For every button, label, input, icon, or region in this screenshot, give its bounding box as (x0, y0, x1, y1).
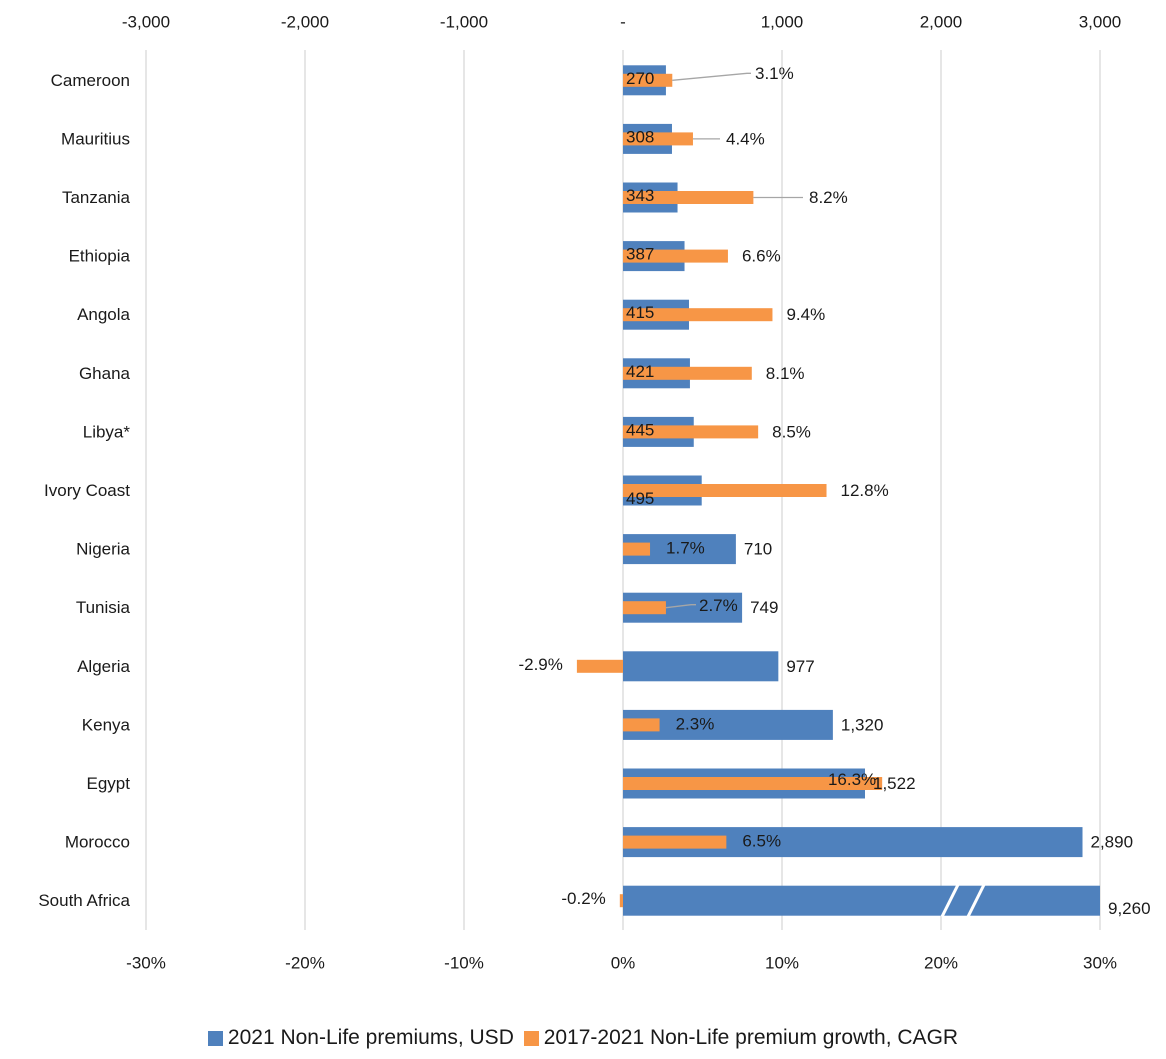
top-tick-label: -3,000 (122, 13, 170, 32)
data-labels: 270 3.1% 308 4.4% 343 8.2% 387 6.6% 415 9.4% 421 8.… (518, 64, 1150, 918)
premium-data-label: 270 (626, 69, 654, 88)
top-tick-label: 1,000 (761, 13, 804, 32)
growth-data-label: 1.7% (666, 539, 705, 558)
growth-bar (623, 484, 827, 497)
growth-bar (623, 73, 673, 87)
premium-data-label: 445 (626, 420, 654, 439)
category-label: Libya* (83, 422, 131, 441)
growth-bar (576, 659, 623, 673)
legend: 2021 Non-Life premiums, USD 2017-2021 No… (0, 1026, 1166, 1052)
top-tick-label: 2,000 (920, 13, 963, 32)
top-axis: -3,000 -2,000 -1,000-1,000 2,000 3,000 (122, 13, 1121, 32)
legend-label-premiums: 2021 Non-Life premiums, USD (227, 1026, 514, 1049)
premium-data-label: 710 (744, 540, 772, 559)
leader-line (665, 604, 696, 609)
premium-data-label: 387 (626, 245, 654, 264)
bottom-tick-label: 10% (765, 954, 799, 973)
legend-label-growth: 2017-2021 Non-Life premium growth, CAGR (543, 1026, 959, 1049)
bottom-tick-label: -20% (285, 954, 325, 973)
bottom-axis: -30% -20% -10% 0% 10% 20% 30% (126, 954, 1117, 973)
growth-bar (623, 366, 752, 380)
premium-bar (623, 651, 779, 682)
premium-bar (623, 885, 1100, 916)
category-label: Ivory Coast (44, 481, 130, 500)
growth-data-label: 12.8% (841, 481, 889, 500)
premium-data-label: 9,260 (1108, 899, 1151, 918)
growth-data-label: 4.4% (726, 129, 765, 148)
growth-data-label: 6.6% (742, 247, 781, 266)
premium-data-label: 421 (626, 362, 654, 381)
growth-bar (623, 132, 693, 146)
growth-data-label: -2.9% (518, 655, 562, 674)
category-label: Nigeria (76, 540, 130, 559)
bottom-tick-label: 20% (924, 954, 958, 973)
top-tick-label: - (620, 13, 626, 32)
premium-data-label: 343 (626, 186, 654, 205)
growth-data-label: 2.7% (699, 596, 738, 615)
category-label: Algeria (77, 657, 130, 676)
growth-bar (623, 308, 773, 322)
growth-bar (623, 249, 728, 263)
category-label: Ethiopia (69, 247, 131, 266)
growth-data-label: 8.2% (809, 188, 848, 207)
axis-break-mark (966, 884, 986, 918)
growth-bar (623, 601, 666, 615)
premium-data-label: 1,320 (841, 715, 884, 734)
growth-data-label: 8.1% (766, 364, 805, 383)
legend-item-growth: 2017-2021 Non-Life premium growth, CAGR (523, 1026, 959, 1050)
premium-data-label: 415 (626, 303, 654, 322)
bottom-tick-label: 30% (1083, 954, 1117, 973)
growth-data-label: 16.3% (828, 770, 876, 789)
growth-bar (623, 718, 660, 732)
premium-data-label: 749 (750, 598, 778, 617)
chart: -3,000 -2,000 -1,000-1,000 2,000 3,000 -30% -… (38, 13, 1150, 973)
category-label: Kenya (82, 715, 131, 734)
legend-item-premiums: 2021 Non-Life premiums, USD (207, 1026, 514, 1050)
growth-data-label: 3.1% (755, 64, 794, 83)
premium-data-label: 2,890 (1091, 833, 1134, 852)
bottom-tick-label: 0% (611, 954, 636, 973)
category-label: Angola (77, 305, 130, 324)
category-label: Mauritius (61, 129, 130, 148)
growth-data-label: 8.5% (772, 422, 811, 441)
growth-bar (623, 191, 754, 204)
category-label: Tanzania (62, 188, 131, 207)
category-label: Morocco (65, 833, 130, 852)
leader-line (672, 72, 751, 81)
top-tick-label: -1,000 (440, 13, 488, 32)
legend-swatch-premiums (207, 1030, 223, 1046)
category-label: South Africa (38, 891, 130, 910)
growth-data-label: -0.2% (561, 889, 605, 908)
category-label: Ghana (79, 364, 131, 383)
premium-data-label: 495 (626, 489, 654, 508)
growth-data-label: 6.5% (742, 832, 781, 851)
growth-bar (623, 542, 651, 556)
premium-data-label: 977 (786, 657, 814, 676)
bottom-tick-label: -10% (444, 954, 484, 973)
growth-data-label: 9.4% (786, 305, 825, 324)
legend-swatch-growth (523, 1030, 539, 1046)
bars (576, 65, 1100, 918)
premium-data-label: 1,522 (873, 774, 916, 793)
category-label: Tunisia (76, 598, 131, 617)
top-tick-label: 3,000 (1079, 13, 1122, 32)
category-label: Cameroon (51, 71, 130, 90)
growth-bar (623, 835, 727, 849)
bottom-tick-label: -30% (126, 954, 166, 973)
premium-data-label: 308 (626, 127, 654, 146)
axis-break-mark (940, 884, 960, 918)
growth-data-label: 2.3% (676, 714, 715, 733)
growth-bar (623, 777, 883, 790)
growth-bar (619, 894, 623, 908)
growth-bar (623, 425, 759, 439)
category-label: Egypt (87, 774, 131, 793)
top-tick-label: -2,000 (281, 13, 329, 32)
category-axis: Cameroon Mauritius Tanzania Ethiopia Angola G… (38, 71, 130, 910)
